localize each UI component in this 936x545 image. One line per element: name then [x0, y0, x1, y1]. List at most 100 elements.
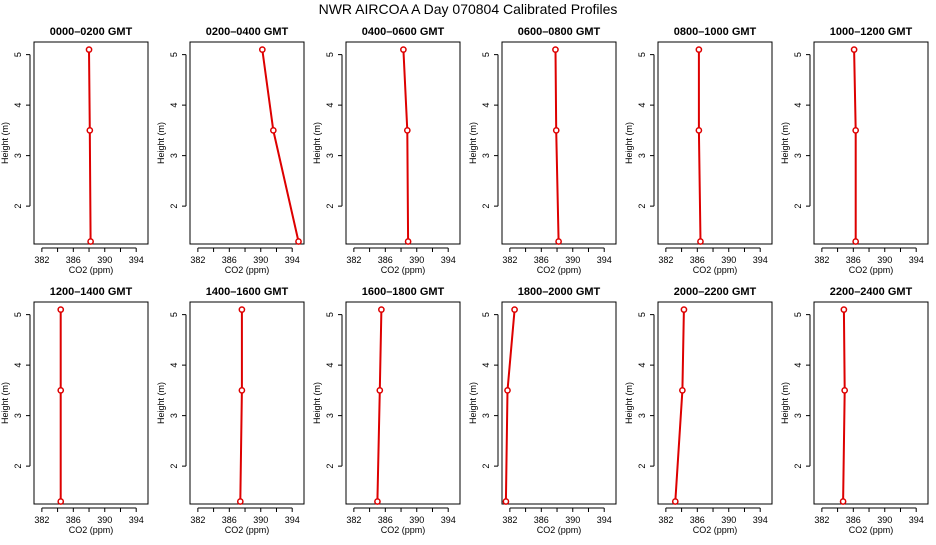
y-axis: 2 3 4 5 Height (m)	[780, 52, 811, 209]
y-tick-label: 3	[637, 153, 647, 158]
y-axis: 2 3 4 5 Height (m)	[468, 312, 499, 469]
plot-frame	[657, 41, 773, 245]
profile-point	[671, 498, 679, 505]
y-axis-label: Height (m)	[468, 382, 478, 424]
panel-title: 0000–0200 GMT	[50, 26, 133, 38]
plot-frame	[501, 41, 617, 245]
profile-point	[852, 238, 860, 245]
y-axis: 2 3 4 5 Height (m)	[0, 312, 31, 469]
profile-point	[841, 387, 849, 394]
profile-point	[404, 238, 412, 245]
x-tick-label: 386	[534, 515, 549, 525]
x-axis: 382 386 390 394 CO2 (ppm)	[658, 247, 768, 275]
y-axis-label: Height (m)	[780, 382, 790, 424]
panel-title: 0600–0800 GMT	[518, 26, 601, 38]
x-tick-label: 394	[753, 515, 768, 525]
x-tick-label: 394	[597, 515, 612, 525]
y-tick-label: 4	[13, 103, 23, 108]
x-tick-label: 386	[378, 255, 393, 265]
profile-point	[695, 46, 703, 53]
profile-point	[378, 306, 385, 313]
profile-line	[88, 49, 92, 242]
x-tick-label: 386	[846, 515, 861, 525]
x-axis-label: CO2 (ppm)	[693, 265, 738, 275]
x-axis: 382 386 390 394 CO2 (ppm)	[346, 247, 456, 275]
profile-line	[239, 309, 243, 502]
y-tick-label: 2	[169, 464, 179, 469]
x-axis: 382 386 390 394 CO2 (ppm)	[502, 507, 612, 535]
x-tick-label: 394	[753, 255, 768, 265]
y-tick-label: 5	[481, 312, 491, 317]
x-tick-label: 386	[690, 255, 705, 265]
y-tick-label: 3	[481, 413, 491, 418]
y-tick-label: 3	[481, 153, 491, 158]
panel-title: 2000–2200 GMT	[674, 286, 757, 298]
x-tick-label: 390	[97, 515, 112, 525]
profile-point	[374, 498, 381, 505]
x-tick-label: 394	[597, 255, 612, 265]
y-axis: 2 3 4 5 Height (m)	[780, 312, 811, 469]
y-axis: 2 3 4 5 Height (m)	[0, 52, 31, 209]
plot-frame	[345, 301, 461, 505]
profile-panel: 1800–2000 GMT 382 386 390 394 CO2 (ppm) 2 3 4 5 He…	[468, 286, 617, 535]
x-tick-label: 386	[222, 255, 237, 265]
profile-panel: 1000–1200 GMT 382 386 390 394 CO2 (ppm) 2 3 4 5 He…	[780, 26, 929, 275]
profile-panel: 2200–2400 GMT 382 386 390 394 CO2 (ppm) 2 3 4 5 He…	[780, 286, 929, 535]
profile-point	[695, 127, 703, 134]
profile-line	[853, 49, 857, 242]
y-tick-label: 4	[325, 103, 335, 108]
y-tick-label: 3	[637, 413, 647, 418]
x-tick-label: 390	[253, 515, 268, 525]
x-tick-label: 390	[877, 255, 892, 265]
panel-grid: 0000–0200 GMT 382 386 390 394 CO2 (ppm) 2 3 4 5 He…	[0, 26, 929, 535]
y-axis: 2 3 4 5 Height (m)	[156, 52, 187, 209]
profile-point	[555, 238, 562, 245]
y-tick-label: 2	[481, 204, 491, 209]
profile-point	[86, 127, 94, 134]
x-axis-label: CO2 (ppm)	[537, 265, 582, 275]
y-tick-label: 5	[13, 52, 23, 57]
y-tick-label: 5	[169, 52, 179, 57]
profile-panel: 0800–1000 GMT 382 386 390 394 CO2 (ppm) 2 3 4 5 He…	[624, 26, 773, 275]
x-axis-label: CO2 (ppm)	[225, 265, 270, 275]
plot-frame	[501, 301, 617, 505]
x-axis-label: CO2 (ppm)	[849, 265, 894, 275]
y-axis-label: Height (m)	[780, 122, 790, 164]
profile-point	[840, 306, 848, 313]
profile-point	[552, 127, 560, 134]
y-tick-label: 2	[325, 464, 335, 469]
y-axis-label: Height (m)	[624, 122, 634, 164]
x-axis-label: CO2 (ppm)	[69, 265, 114, 275]
x-tick-label: 394	[129, 255, 144, 265]
panel-title: 1800–2000 GMT	[518, 286, 601, 298]
profile-point	[376, 387, 384, 394]
y-tick-label: 4	[793, 363, 803, 368]
x-axis-label: CO2 (ppm)	[381, 265, 426, 275]
x-axis: 382 386 390 394 CO2 (ppm)	[190, 507, 300, 535]
y-axis-label: Height (m)	[312, 122, 322, 164]
y-tick-label: 3	[325, 413, 335, 418]
y-tick-label: 2	[13, 204, 23, 209]
profile-point	[258, 46, 266, 53]
profile-point	[839, 498, 847, 505]
x-tick-label: 390	[97, 255, 112, 265]
y-tick-label: 3	[793, 153, 803, 158]
profile-point	[238, 306, 246, 313]
plot-frame	[813, 301, 929, 505]
y-tick-label: 3	[13, 413, 23, 418]
y-axis: 2 3 4 5 Height (m)	[624, 52, 655, 209]
y-axis-label: Height (m)	[0, 122, 10, 164]
x-tick-label: 394	[909, 515, 924, 525]
figure-title: NWR AIRCOA A Day 070804 Calibrated Profi…	[319, 1, 618, 17]
x-tick-label: 390	[721, 515, 736, 525]
y-axis: 2 3 4 5 Height (m)	[624, 312, 655, 469]
profile-line	[842, 309, 846, 502]
x-axis-label: CO2 (ppm)	[69, 525, 114, 535]
y-tick-label: 5	[13, 312, 23, 317]
y-tick-label: 2	[793, 204, 803, 209]
profile-point	[57, 498, 65, 505]
profile-point	[400, 46, 407, 53]
y-tick-label: 3	[325, 153, 335, 158]
profile-line	[674, 309, 685, 502]
y-tick-label: 4	[481, 363, 491, 368]
